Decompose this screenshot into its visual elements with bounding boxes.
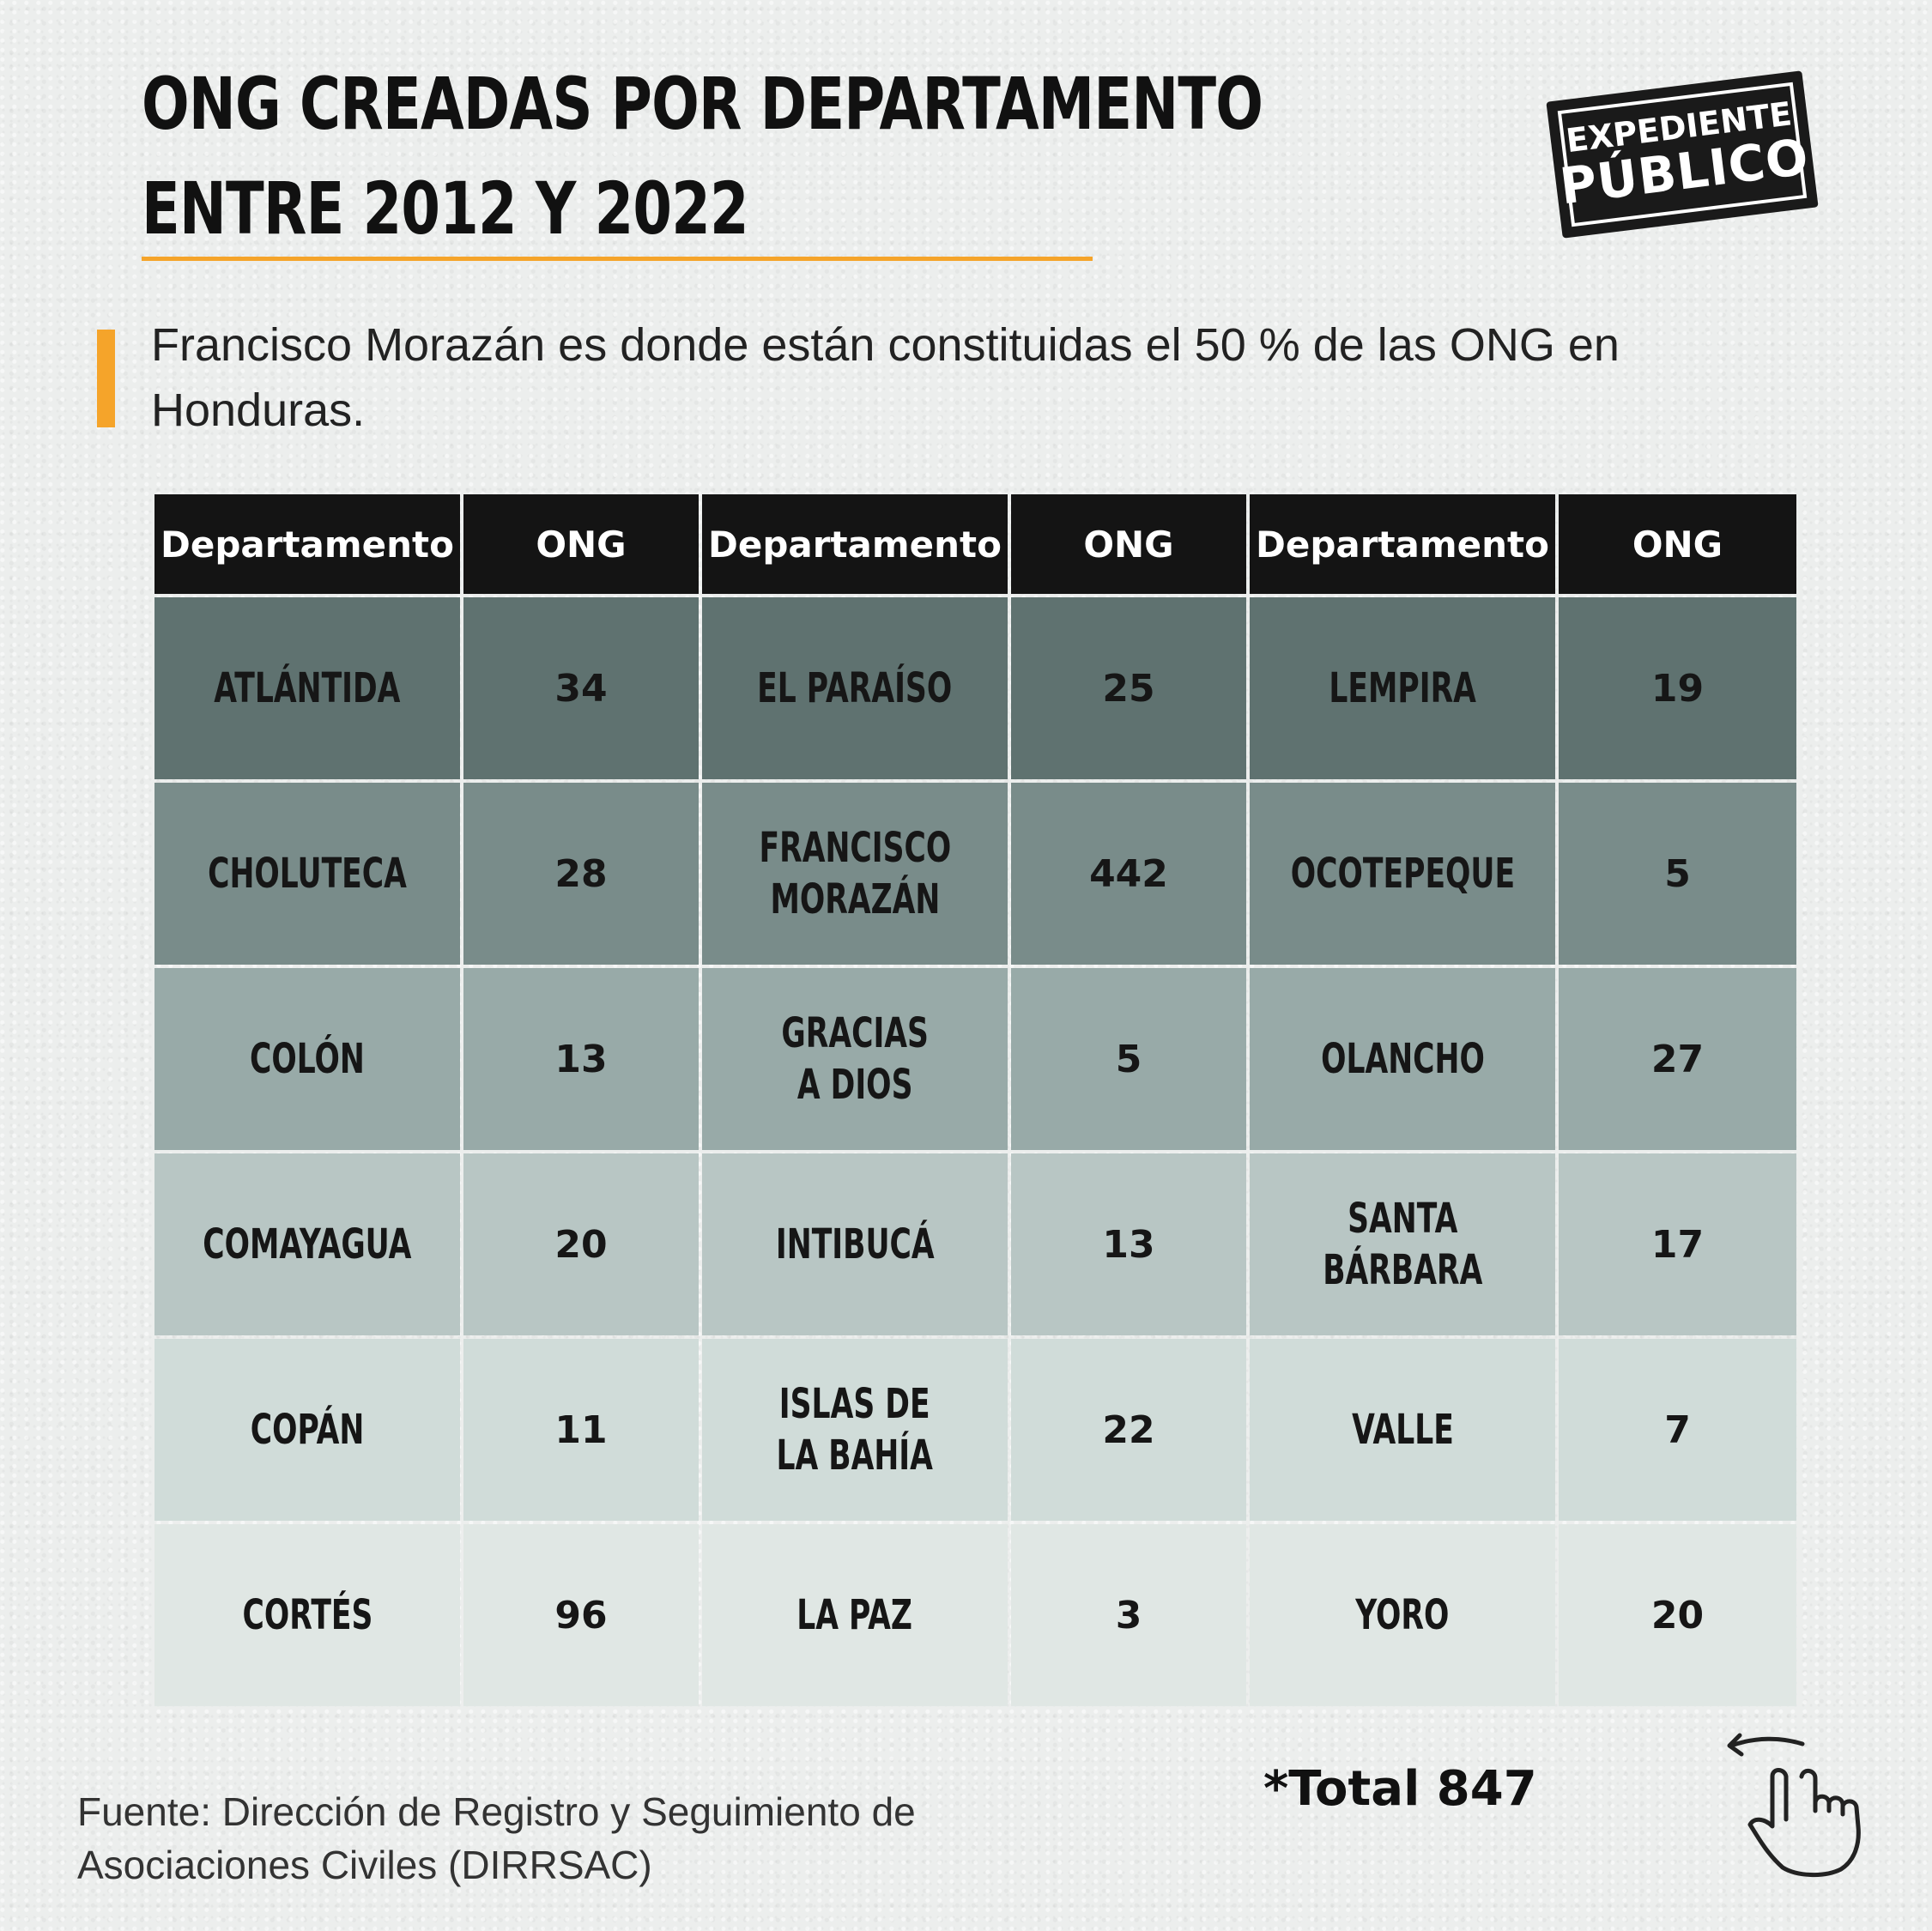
department-name: COPÁN [250,1406,365,1454]
page-title: ONG CREADAS POR DEPARTAMENTO ENTRE 2012 … [142,51,1263,261]
title-line-2: ENTRE 2012 Y 2022 [142,166,749,251]
subtitle: Francisco Morazán es donde están constit… [151,319,1620,436]
department-cell: OLANCHO [1250,968,1555,1150]
ong-count-cell: 20 [1559,1524,1796,1706]
department-name: INTIBUCÁ [775,1220,935,1268]
department-cell: CORTÉS [154,1524,460,1706]
ong-count-cell: 25 [1011,597,1246,779]
ong-count-cell: 5 [1559,783,1796,965]
department-cell: LA PAZ [702,1524,1008,1706]
table-header-departamento: Departamento [1250,494,1555,594]
department-cell: ISLAS DE LA BAHÍA [702,1339,1008,1521]
department-cell: EL PARAÍSO [702,597,1008,779]
ong-count-cell: 28 [463,783,699,965]
ong-count-cell: 96 [463,1524,699,1706]
department-cell: CHOLUTECA [154,783,460,965]
ong-count-cell: 34 [463,597,699,779]
department-name: COMAYAGUA [203,1220,412,1268]
department-cell: COPÁN [154,1339,460,1521]
department-name: CHOLUTECA [208,850,407,898]
department-cell: YORO [1250,1524,1555,1706]
department-cell: COLÓN [154,968,460,1150]
table-header-departamento: Departamento [702,494,1008,594]
ong-count-cell: 5 [1011,968,1246,1150]
department-name: EL PARAÍSO [757,664,953,712]
title-underline [142,257,1093,261]
ong-count-cell: 13 [1011,1153,1246,1335]
department-cell: COMAYAGUA [154,1153,460,1335]
ong-table: Departamento ONG Departamento ONG Departamen… [154,494,1796,1706]
department-cell: ATLÁNTIDA [154,597,460,779]
title-line-1: ONG CREADAS POR DEPARTAMENTO [142,62,1263,146]
department-name: SANTA BÁRBARA [1322,1195,1483,1294]
ong-count-cell: 7 [1559,1339,1796,1521]
department-name: LEMPIRA [1329,664,1476,712]
department-name: VALLE [1351,1406,1454,1454]
department-name: OCOTEPEQUE [1290,850,1515,898]
department-name: ISLAS DE LA BAHÍA [776,1380,934,1480]
ong-count-cell: 11 [463,1339,699,1521]
table-header-ong: ONG [1011,494,1246,594]
ong-count-cell: 19 [1559,597,1796,779]
source-note: Fuente: Dirección de Registro y Seguimie… [77,1789,916,1887]
table-header-ong: ONG [1559,494,1796,594]
swipe-hand-icon [1727,1733,1861,1878]
department-cell: OCOTEPEQUE [1250,783,1555,965]
department-cell: INTIBUCÁ [702,1153,1008,1335]
ong-count-cell: 20 [463,1153,699,1335]
subtitle-accent-bar [97,330,115,427]
department-name: COLÓN [250,1035,365,1083]
department-cell: LEMPIRA [1250,597,1555,779]
department-name: CORTÉS [242,1591,372,1639]
department-cell: FRANCISCO MORAZÁN [702,783,1008,965]
ong-count-cell: 22 [1011,1339,1246,1521]
department-name: YORO [1355,1591,1450,1639]
expediente-publico-logo: EXPEDIENTE PÚBLICO [1546,70,1819,239]
department-name: LA PAZ [796,1591,913,1639]
ong-count-cell: 13 [463,968,699,1150]
table-header-ong: ONG [463,494,699,594]
department-cell: GRACIAS A DIOS [702,968,1008,1150]
ong-count-cell: 27 [1559,968,1796,1150]
total-label: *Total 847 [1263,1761,1537,1817]
department-name: GRACIAS A DIOS [781,1009,929,1109]
department-name: OLANCHO [1320,1035,1485,1083]
department-cell: VALLE [1250,1339,1555,1521]
department-cell: SANTA BÁRBARA [1250,1153,1555,1335]
ong-count-cell: 17 [1559,1153,1796,1335]
table-header-departamento: Departamento [154,494,460,594]
ong-count-cell: 3 [1011,1524,1246,1706]
department-name: ATLÁNTIDA [214,664,401,712]
ong-count-cell: 442 [1011,783,1246,965]
department-name: FRANCISCO MORAZÁN [759,824,951,923]
